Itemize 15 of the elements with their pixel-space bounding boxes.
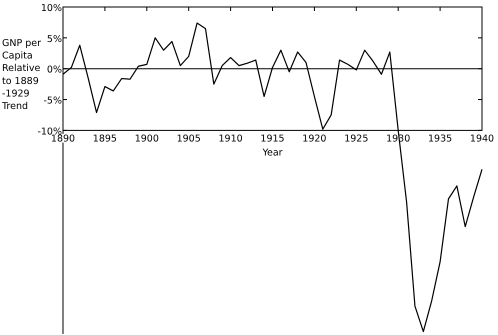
y-axis-title: GNP per Capita Relative to 1889 -1929 Trend (1, 38, 42, 112)
x-tick-label: 1915 (260, 133, 285, 144)
x-tick-label: 1940 (470, 133, 494, 144)
x-tick-label: 1900 (134, 133, 159, 144)
y-tick-label: 10% (40, 3, 62, 14)
x-tick-label: 1925 (344, 133, 368, 144)
x-tick-label: 1920 (302, 133, 326, 144)
x-tick-label: 1905 (176, 133, 201, 144)
y-tick-label: 5% (46, 34, 62, 45)
x-tick-label: 1910 (218, 133, 243, 144)
y-tick-label: -5% (44, 96, 62, 107)
y-tick-label: 0% (46, 64, 62, 76)
x-tick-label: 1935 (428, 133, 452, 144)
x-tick-label: 1895 (92, 133, 117, 144)
x-axis-title: Year (261, 147, 283, 158)
